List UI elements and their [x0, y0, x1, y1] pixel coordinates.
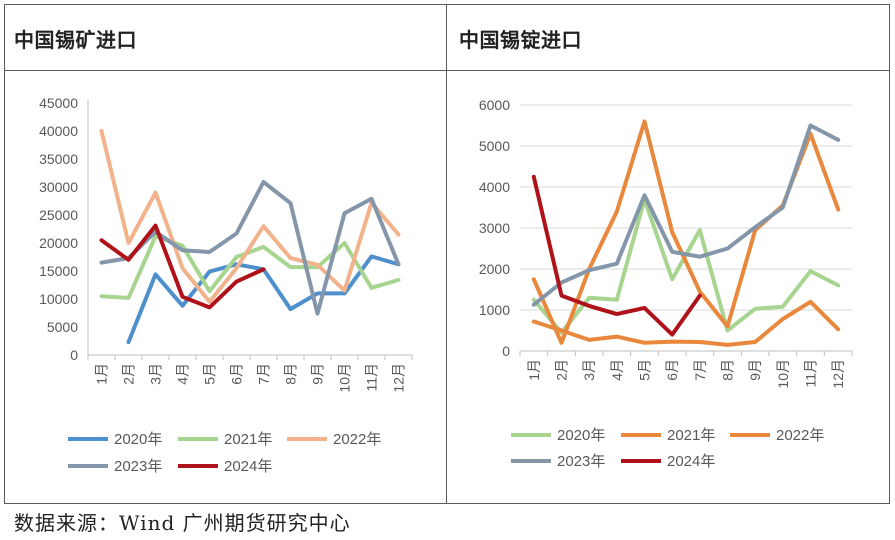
- ore-series-line-2023年: [99, 180, 401, 316]
- ore-x-tick-label: 9月: [310, 363, 326, 385]
- ingot-legend-label: 2023年: [557, 453, 605, 470]
- left-chart-title: 中国锡矿进口: [14, 28, 137, 52]
- ingot-y-tick-label: 4000: [479, 179, 510, 195]
- ingot-x-tick-label: 1月: [526, 359, 542, 381]
- ore-x-tick-label: 1月: [94, 363, 110, 385]
- ingot-x-tick-label: 4月: [609, 359, 625, 381]
- source-note: 数据来源：Wind 广州期货研究中心: [14, 511, 351, 535]
- ingot-x-tick-label: 10月: [775, 359, 791, 389]
- ingot-y-tick-label: 0: [502, 343, 510, 359]
- ore-legend-label: 2023年: [114, 458, 162, 475]
- ingot-legend-label: 2022年: [776, 427, 824, 444]
- ore-legend-label: 2020年: [114, 431, 162, 448]
- ingot-y-tick-label: 6000: [479, 97, 510, 113]
- ore-y-tick-label: 30000: [39, 179, 78, 195]
- ingot-x-tick-label: 2月: [554, 359, 570, 381]
- ore-x-tick-label: 10月: [337, 363, 353, 393]
- panel-divider: [446, 4, 447, 504]
- ingot-legend-label: 2021年: [667, 427, 715, 444]
- ingot-y-tick-label: 5000: [479, 138, 510, 154]
- ore-x-tick-label: 4月: [175, 363, 191, 385]
- ingot-series-line-2023年: [531, 123, 841, 307]
- ore-y-tick-label: 35000: [39, 151, 78, 167]
- ingot-x-tick-label: 7月: [692, 359, 708, 381]
- ingot-x-tick-label: 5月: [637, 359, 653, 381]
- right-chart-title: 中国锡锭进口: [459, 28, 582, 52]
- ingot-y-tick-label: 1000: [479, 302, 510, 318]
- ingot-x-tick-label: 11月: [803, 359, 819, 388]
- ore-y-tick-label: 0: [70, 347, 78, 363]
- ore-series-line-2021年: [99, 234, 401, 300]
- ingot-x-tick-label: 8月: [720, 359, 736, 381]
- ingot-x-tick-label: 6月: [664, 359, 680, 381]
- ore-series-line-2024年: [99, 223, 266, 310]
- ore-x-tick-label: 2月: [121, 363, 137, 385]
- ore-legend-label: 2022年: [333, 431, 381, 448]
- ingot-y-tick-label: 3000: [479, 220, 510, 236]
- ore-y-tick-label: 5000: [47, 319, 78, 335]
- ingot-legend-label: 2020年: [557, 427, 605, 444]
- ore-legend-label: 2024年: [224, 458, 272, 475]
- ore-legend-label: 2021年: [224, 431, 272, 448]
- ore-x-tick-label: 3月: [148, 363, 164, 385]
- ore-x-tick-label: 12月: [391, 363, 407, 393]
- ingot-y-tick-label: 2000: [479, 261, 510, 277]
- ore-y-tick-label: 10000: [39, 291, 78, 307]
- ore-x-tick-label: 11月: [364, 363, 380, 392]
- ore-y-tick-label: 25000: [39, 207, 78, 223]
- ore-series-line-2022年: [99, 129, 401, 304]
- ore-x-tick-label: 8月: [283, 363, 299, 385]
- ingot-x-tick-label: 9月: [747, 359, 763, 381]
- ore-y-tick-label: 40000: [39, 123, 78, 139]
- figure-frame: [4, 4, 890, 504]
- ingot-series-line-2024年: [531, 174, 702, 337]
- ore-x-tick-label: 7月: [256, 363, 272, 385]
- title-divider: [4, 70, 890, 71]
- ore-y-tick-label: 20000: [39, 235, 78, 251]
- ore-x-tick-label: 5月: [202, 363, 218, 385]
- ingot-x-tick-label: 12月: [830, 359, 846, 389]
- ingot-series-line-2021年: [531, 299, 841, 347]
- ore-y-tick-label: 45000: [39, 95, 78, 111]
- ingot-x-tick-label: 3月: [581, 359, 597, 381]
- ore-y-tick-label: 15000: [39, 263, 78, 279]
- ore-x-tick-label: 6月: [229, 363, 245, 385]
- ingot-legend-label: 2024年: [667, 453, 715, 470]
